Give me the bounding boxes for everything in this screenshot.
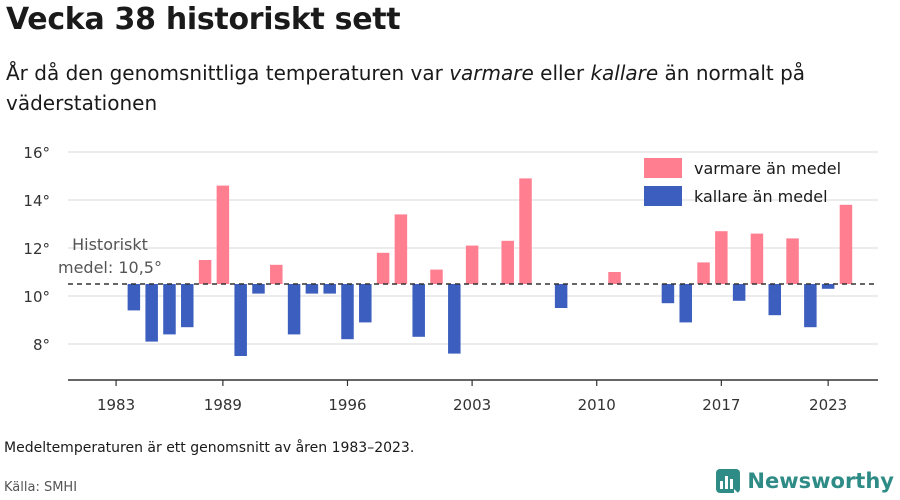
x-tick-label: 1983 (97, 396, 135, 414)
y-tick-label: 16° (23, 144, 50, 162)
bar-warmer (839, 204, 853, 284)
y-tick-label: 8° (33, 336, 50, 354)
bar-warmer (270, 264, 283, 284)
temperature-bar-chart: 8° 10° 12° 14° 16° Historiskt medel: 10,5° 1983… (23, 144, 878, 414)
brand-logo: Newsworthy (715, 468, 894, 494)
x-tick-label: 1989 (204, 396, 242, 414)
bar-colder (287, 284, 301, 335)
bar-warmer (697, 262, 710, 284)
mean-label-line2: medel: 10,5° (58, 258, 162, 277)
bar-warmer (501, 240, 514, 284)
bar-colder (821, 284, 835, 289)
bar-warmer (465, 245, 479, 284)
bar-colder (679, 284, 692, 323)
bar-colder (181, 284, 194, 328)
x-tick-label: 2003 (453, 396, 491, 414)
brand-name: Newsworthy (747, 469, 894, 493)
bar-warmer (786, 238, 799, 284)
bar-colder (145, 284, 158, 342)
bar-colder (732, 284, 746, 301)
bar-colder (661, 284, 675, 304)
footnote: Medeltemperaturen är ett genomsnitt av å… (4, 440, 415, 456)
bar-colder (359, 284, 372, 323)
bar-colder (804, 284, 817, 328)
bar-warmer (430, 269, 443, 284)
bar-warmer (608, 272, 621, 284)
bar-warmer (198, 260, 212, 284)
subtitle-part1: År då den genomsnittliga temperaturen va… (6, 61, 450, 85)
bar-warmer (394, 214, 408, 284)
bar-colder (305, 284, 319, 294)
subtitle-part3: än normalt på väderstationen (6, 61, 806, 115)
bar-colder (252, 284, 265, 294)
bar-warmer (715, 231, 728, 284)
bar-colder (412, 284, 425, 337)
subtitle-part2: eller (533, 61, 591, 85)
x-tick-label: 2010 (578, 396, 616, 414)
legend-warm-label: varmare än medel (694, 159, 841, 178)
chart-title: Vecka 38 historiskt sett (6, 2, 401, 37)
bar-colder (323, 284, 336, 294)
bar-warmer (376, 252, 390, 284)
bar-colder (341, 284, 354, 340)
bar-colder (448, 284, 461, 354)
y-tick-label: 12° (23, 240, 50, 258)
chart-subtitle: År då den genomsnittliga temperaturen va… (6, 58, 866, 118)
legend-warm-swatch (644, 158, 682, 178)
y-tick-label: 10° (23, 288, 50, 306)
y-tick-label: 14° (23, 192, 50, 210)
x-tick-label: 1996 (328, 396, 366, 414)
bar-colder (163, 284, 176, 335)
bar-colder (554, 284, 568, 308)
bar-warmer (750, 233, 764, 284)
legend-cold-label: kallare än medel (694, 187, 828, 206)
x-tick-label: 2017 (702, 396, 740, 414)
mean-label-line1: Historiskt (72, 235, 148, 254)
bar-colder (234, 284, 247, 356)
legend-cold-swatch (644, 186, 682, 206)
bar-warmer (216, 185, 230, 284)
bar-warmer (519, 178, 532, 284)
x-tick-label: 2023 (809, 396, 847, 414)
source-note: Källa: SMHI (4, 480, 78, 495)
bar-colder (768, 284, 781, 316)
subtitle-cold-word: kallare (590, 61, 659, 85)
subtitle-warm-word: varmare (449, 61, 534, 85)
newsworthy-logo-icon (716, 469, 741, 493)
bar-colder (127, 284, 141, 311)
